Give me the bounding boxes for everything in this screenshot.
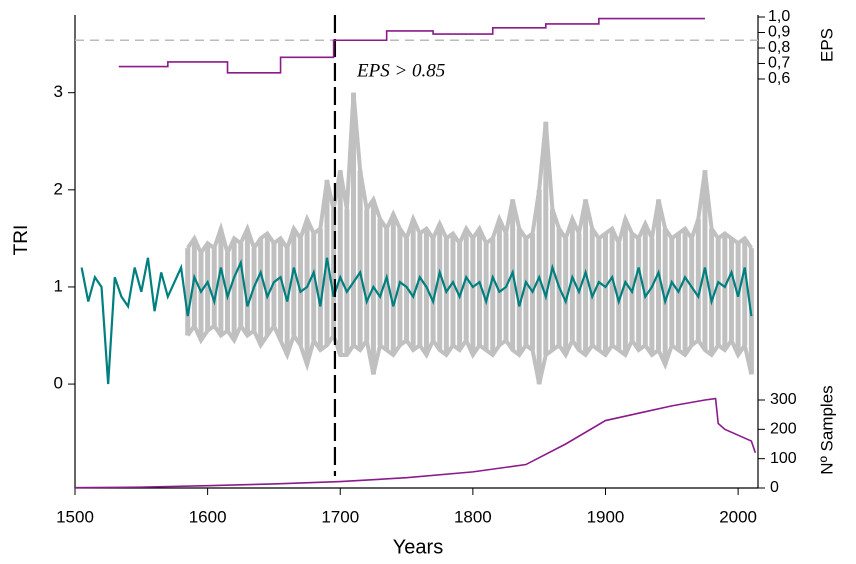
eps-axis-title: EPS <box>817 28 836 62</box>
x-tick-label: 2000 <box>719 507 757 526</box>
x-tick-label: 1600 <box>189 507 227 526</box>
tri-line <box>80 257 753 385</box>
eps-tick-label: 1,0 <box>768 8 790 25</box>
x-tick-label: 1900 <box>587 507 625 526</box>
samples-tick-label: 300 <box>770 391 797 408</box>
eps-tick-label: 0,6 <box>768 70 790 87</box>
x-tick-label: 1800 <box>454 507 492 526</box>
samples-tick-label: 100 <box>770 450 797 467</box>
samples-tick-label: 0 <box>770 479 779 496</box>
eps-tick-label: 0,7 <box>768 55 790 72</box>
y-tick-label: 2 <box>54 179 63 198</box>
y-tick-label: 0 <box>54 374 63 393</box>
samples-axis-title: Nº Samples <box>817 385 836 474</box>
range-edge <box>186 92 754 259</box>
eps-tick-label: 0,9 <box>768 24 790 41</box>
x-axis-title: Years <box>393 536 443 558</box>
eps-tick-label: 0,8 <box>768 39 790 56</box>
y-tick-label: 1 <box>54 276 63 295</box>
eps-line <box>118 17 705 74</box>
annotation: EPS > 0.85 <box>356 60 445 81</box>
samples-tick-label: 200 <box>770 421 797 438</box>
y-axis-title: TRI <box>11 225 32 256</box>
x-tick-label: 1700 <box>321 507 359 526</box>
y-tick-label: 3 <box>54 82 63 101</box>
range-edge <box>186 321 754 385</box>
samples-line <box>74 397 757 489</box>
x-tick-label: 1500 <box>56 507 94 526</box>
